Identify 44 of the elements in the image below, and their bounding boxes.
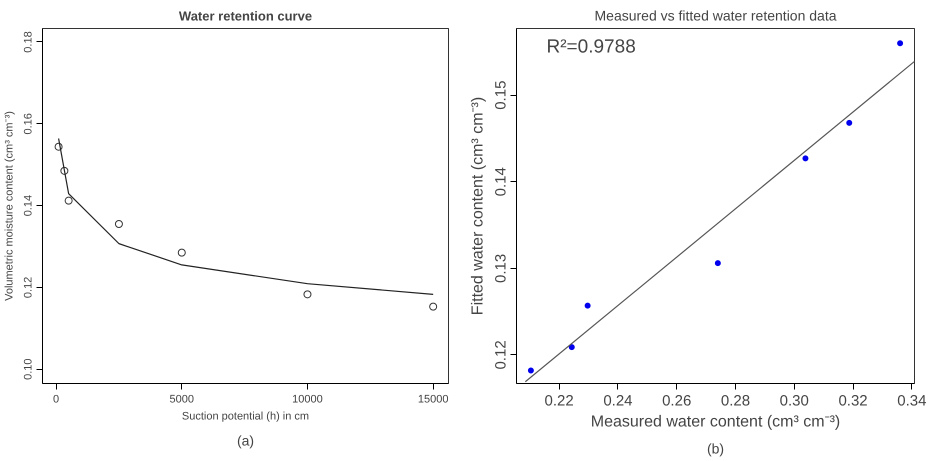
- annotation: R²=0.9788: [546, 36, 636, 58]
- point: [714, 260, 721, 266]
- x-tick-label: 5000: [170, 394, 194, 406]
- chart-title: Measured vs fitted water retention data: [594, 8, 837, 24]
- y-axis-title: Fitted water content (cm³ cm⁻³): [470, 96, 486, 316]
- y-tick-label: 0.18: [22, 31, 34, 53]
- point: [64, 196, 73, 205]
- text: (a): [236, 432, 254, 448]
- y-tick-label: 0.10: [22, 358, 34, 380]
- chart-title: Water retention curve: [178, 8, 312, 24]
- x-tick-label: 0.34: [897, 392, 926, 410]
- point: [897, 40, 904, 46]
- point: [178, 248, 186, 257]
- point: [114, 220, 123, 228]
- point: [54, 142, 63, 151]
- y-tick-label: 0.13: [492, 254, 510, 283]
- x-tick-label: 0.22: [544, 392, 574, 410]
- x-tick-label: 0: [53, 394, 60, 406]
- y-tick-label: 0.14: [492, 167, 510, 196]
- point: [528, 368, 534, 374]
- point: [568, 344, 575, 350]
- x-axis-title: Suction potential (h) in cm: [182, 410, 310, 422]
- point: [303, 290, 312, 298]
- y-tick-label: 0.12: [22, 276, 34, 298]
- line-series: [58, 138, 434, 295]
- y-axis-title: Volumetric moisture content (cm³ cm⁻³): [4, 111, 16, 301]
- point: [802, 155, 808, 162]
- y-tick-label: 0.15: [492, 80, 510, 110]
- point: [846, 120, 852, 126]
- point: [429, 302, 438, 311]
- x-tick-label: 0.24: [603, 392, 633, 410]
- x-tick-label: 0.30: [780, 392, 809, 410]
- y-tick-label: 0.14: [22, 194, 34, 216]
- x-axis-title: Measured water content (cm³ cm⁻³): [590, 414, 840, 430]
- x-tick-label: 10000: [292, 394, 323, 406]
- y-tick-label: 0.12: [492, 340, 510, 370]
- text: (b): [706, 440, 724, 456]
- y-tick-label: 0.16: [22, 113, 34, 134]
- point: [60, 166, 68, 175]
- point: [584, 302, 591, 309]
- x-tick-label: 15000: [418, 394, 448, 406]
- x-tick-label: 0.32: [838, 392, 868, 410]
- x-tick-label: 0.28: [720, 392, 750, 410]
- x-tick-label: 0.26: [662, 392, 692, 410]
